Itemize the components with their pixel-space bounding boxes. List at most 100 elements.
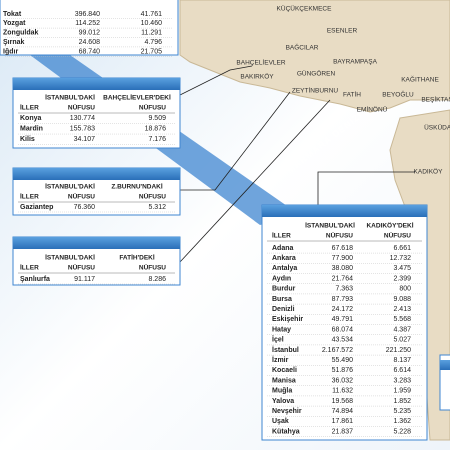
district-label: BAYRAMPAŞA	[333, 59, 377, 66]
column-subheader: İLLER	[20, 193, 39, 201]
cell-value: 5.568	[393, 316, 411, 323]
cell-value: 18.876	[145, 126, 167, 133]
leader-lines	[179, 65, 415, 263]
province-name: Nevşehir	[272, 408, 302, 415]
district-label: BAHÇELİEVLER	[236, 58, 285, 67]
cell-value: 5.312	[148, 204, 166, 211]
district-label: BAKIRKÖY	[240, 73, 274, 81]
province-name: Burdur	[272, 286, 296, 293]
province-name: Mardin	[20, 126, 43, 133]
cell-value: 6.661	[393, 245, 411, 252]
cell-value: 43.534	[332, 337, 354, 344]
cell-value: 38.080	[332, 265, 354, 272]
province-name: Yozgat	[3, 20, 26, 27]
province-name: Kütahya	[272, 428, 300, 435]
cell-value: 2.167.572	[322, 347, 353, 354]
column-header: FATİH'DEKİ	[119, 254, 155, 262]
province-name: Şırnak	[3, 39, 25, 46]
column-header: İSTANBUL'DAKİ	[305, 222, 355, 230]
province-name: Kocaeli	[272, 367, 297, 374]
data-table: İSTANBUL'DAKİ Z.BURNU'NDAKİ İLLER NÜFUSU NÜF…	[12, 167, 181, 216]
cell-value: 17.861	[332, 418, 354, 425]
province-name: Muğla	[272, 388, 292, 395]
cell-value: 41.761	[141, 11, 163, 18]
column-header: BAHÇELİEVLER'DEKİ	[103, 94, 171, 102]
column-subheader: NÜFUSU	[139, 263, 166, 272]
cell-value: 5.235	[393, 408, 411, 415]
cell-value: 68.740	[79, 48, 101, 55]
column-subheader: NÜFUSU	[68, 192, 95, 201]
cell-value: 34.107	[74, 136, 96, 143]
cell-value: 77.900	[332, 255, 354, 262]
column-header: İSTANBUL'DAKİ	[45, 254, 95, 262]
column-header: Z.BURNU'NDAKİ	[111, 183, 163, 191]
district-label: BEŞİKTAŞ	[421, 95, 450, 104]
cell-value: 24.608	[79, 39, 101, 46]
cell-value: 9.509	[148, 115, 166, 122]
cell-value: 800	[399, 286, 411, 293]
cell-value: 3.283	[393, 377, 411, 384]
district-label: EMİNÖNÜ	[357, 105, 388, 114]
district-label: BEYOĞLU	[382, 90, 414, 99]
province-name: Yalova	[272, 398, 294, 405]
table-header-bar	[262, 205, 427, 217]
data-table: İSTANBUL'DAKİ FATİH'DEKİ İLLER NÜFUSU NÜFUSU…	[12, 236, 181, 286]
district-label: FATİH	[343, 90, 361, 99]
cell-value: 99.012	[79, 30, 101, 37]
cell-value: 4.387	[393, 326, 411, 333]
column-subheader: NÜFUSU	[68, 263, 95, 272]
cell-value: 3.475	[393, 265, 411, 272]
cell-value: 2.413	[393, 306, 411, 313]
province-name: Ankara	[272, 255, 296, 262]
province-name: Konya	[20, 115, 42, 122]
province-name: İçel	[272, 336, 284, 344]
cell-value: 67.618	[332, 245, 354, 252]
province-name: Antalya	[272, 265, 297, 272]
cell-value: 76.360	[74, 204, 96, 211]
data-table: Tokat 396.840 41.761 Yozgat 114.252 10.460 Zon…	[0, 0, 179, 57]
province-name: İzmir	[272, 356, 289, 364]
cell-value: 1.959	[393, 388, 411, 395]
cell-value: 221.250	[386, 347, 411, 354]
province-name: Tokat	[3, 11, 22, 18]
cell-value: 49.791	[332, 316, 354, 323]
cell-value: 19.568	[332, 398, 354, 405]
column-subheader: NÜFUSU	[139, 103, 166, 112]
cell-value: 7.363	[335, 286, 353, 293]
district-label: BAĞCILAR	[286, 43, 319, 52]
cell-value: 130.774	[70, 115, 95, 122]
column-subheader: NÜFUSU	[384, 231, 411, 240]
column-subheader: İLLER	[20, 104, 39, 112]
cell-value: 12.732	[390, 255, 412, 262]
table-box	[0, 0, 179, 56]
province-name: Adana	[272, 245, 294, 252]
province-name: Uşak	[272, 418, 289, 425]
column-subheader: NÜFUSU	[326, 231, 353, 240]
cell-value: 11.291	[141, 30, 162, 37]
cell-value: 8.137	[393, 357, 411, 364]
cell-value: 8.286	[148, 276, 166, 283]
district-label: ÜSKÜDAR	[424, 124, 450, 132]
cell-value: 396.840	[75, 11, 100, 18]
district-label: KÜÇÜKÇEKMECE	[277, 5, 333, 13]
column-header: KADIKÖY'DEKİ	[366, 221, 413, 230]
data-table: İSTANBUL'DAKİ KADIKÖY'DEKİ İLLER NÜFUSU NÜFU…	[261, 204, 428, 441]
cell-value: 21.837	[332, 428, 354, 435]
province-name: Bursa	[272, 296, 292, 303]
province-name: İstanbul	[272, 346, 299, 354]
cell-value: 68.074	[332, 326, 354, 333]
cell-value: 87.793	[332, 296, 354, 303]
data-table: İSTANBUL'DAKİ BAHÇELİEVLER'DEKİ İLLER NÜFUS…	[12, 77, 181, 149]
table-header-bar	[13, 78, 180, 90]
cell-value: 11.632	[332, 388, 353, 395]
province-name: Hatay	[272, 326, 291, 333]
cell-value: 114.252	[75, 20, 100, 27]
cell-value: 7.176	[148, 136, 166, 143]
cell-value: 5.027	[393, 337, 411, 344]
province-name: Gaziantep	[20, 204, 53, 211]
column-subheader: İLLER	[20, 264, 39, 272]
cell-value: 4.796	[144, 39, 162, 46]
province-name: Denizli	[272, 306, 295, 313]
province-name: Iğdır	[3, 48, 18, 55]
